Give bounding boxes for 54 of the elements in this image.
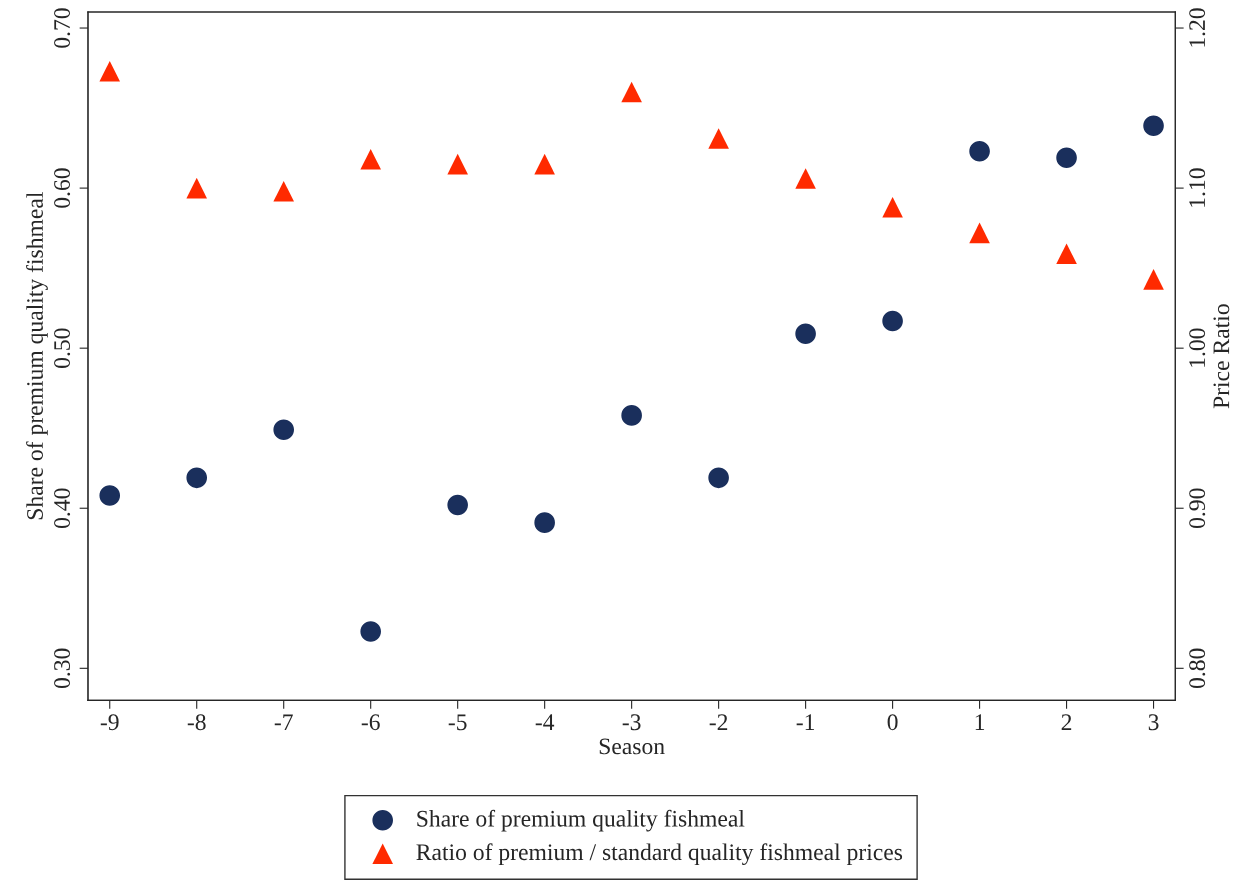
point (969, 140, 990, 162)
point (708, 467, 729, 489)
point (969, 222, 990, 244)
x-tick-label: -5 (448, 714, 467, 731)
point (1143, 115, 1164, 136)
y2-tick-label: 1.00 (1189, 328, 1206, 367)
y-axis-title: Share of premium quality fishmeal (26, 192, 48, 520)
x-tick-label: -7 (274, 714, 293, 730)
point (447, 494, 468, 516)
y-tick-label: 0.60 (54, 168, 71, 208)
x-tick-label: -3 (622, 714, 641, 731)
point (882, 197, 903, 218)
point (360, 148, 381, 170)
legend-label: Share of premium quality fishmeal (417, 809, 745, 832)
point (360, 621, 381, 642)
point (621, 81, 642, 103)
x-tick-label: -8 (187, 714, 206, 731)
x-tick-label: 0 (887, 714, 898, 731)
point (882, 310, 903, 332)
point (99, 485, 121, 506)
y-tick-label: 0.30 (54, 648, 71, 689)
y2-axis-title: Price Ratio (1213, 304, 1230, 409)
x-axis-title: Season (599, 738, 665, 755)
y2-tick-label: 1.20 (1189, 8, 1206, 47)
point (621, 405, 642, 426)
point (273, 419, 295, 441)
y2-tick-label: 0.80 (1189, 648, 1206, 689)
point (447, 153, 468, 175)
y-tick-label: 0.70 (54, 8, 71, 48)
point (1143, 269, 1164, 290)
x-tick-label: -1 (796, 714, 815, 730)
point (1056, 243, 1077, 265)
y-tick-label: 0.50 (54, 328, 71, 368)
y2-tick-label: 0.90 (1189, 488, 1206, 528)
x-tick-label: 1 (975, 714, 985, 730)
point (1056, 147, 1077, 168)
point (795, 168, 816, 189)
legend-label: Ratio of premium / standard quality fishmeal prices (416, 843, 903, 866)
x-tick-label: 3 (1148, 714, 1159, 731)
x-tick-label: -9 (100, 714, 119, 731)
point (186, 467, 208, 489)
point (795, 323, 816, 345)
point (708, 128, 729, 149)
point (273, 181, 295, 202)
point (534, 153, 555, 175)
point (99, 60, 121, 82)
point (534, 512, 555, 533)
x-tick-label: -4 (535, 714, 555, 730)
y-tick-label: 0.40 (54, 488, 71, 528)
x-tick-label: -6 (361, 714, 380, 731)
x-tick-label: 2 (1061, 714, 1072, 730)
x-tick-label: -2 (709, 714, 728, 730)
y2-tick-label: 1.10 (1189, 168, 1206, 207)
point (186, 177, 208, 199)
